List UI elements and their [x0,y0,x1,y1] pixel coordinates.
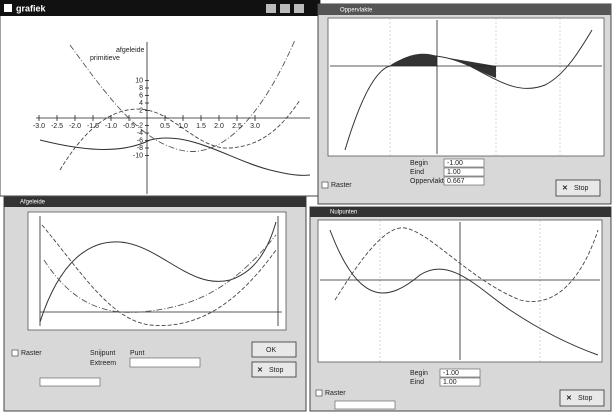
window-title: Afgeleide [20,200,46,206]
field-label: Begin [410,160,428,167]
x-tick-label: 1.5 [196,123,206,130]
button-label: OK [266,347,276,354]
x-tick-label: 2.5 [232,123,242,130]
close-button[interactable] [294,4,304,13]
zeros-window: Nulpunten Begin Eind -1.00 1.00 Raster ✕… [310,207,611,411]
field-label: Eind [410,379,424,386]
x-tick-label: -1.0 [105,123,117,130]
dropdown[interactable] [335,401,395,409]
x-tick-label: 0.5 [160,123,170,130]
y-tick-label: 6 [139,92,143,99]
stop-icon: ✕ [257,367,263,374]
stop-icon: ✕ [566,395,572,402]
x-tick-label: -0.5 [123,123,135,130]
label: Snijpunt [90,350,115,357]
area-window: Oppervlakte Begin Eind Oppervlakte -1.00… [318,4,611,204]
maximize-button[interactable] [280,4,290,13]
button-label: Stop [574,185,589,192]
field-label: Eind [410,169,424,176]
y-tick-label: -6 [137,137,143,144]
checkbox-label: Raster [325,390,346,397]
checkbox-label: Raster [331,182,352,189]
x-tick-label: -2.0 [69,123,81,130]
x-tick-label: -2.5 [51,123,63,130]
field-label: Begin [410,370,428,377]
stop-icon: ✕ [562,185,568,192]
window-title: Nulpunten [330,210,357,216]
window-icon [4,4,12,12]
x-tick-label: 1.0 [178,123,188,130]
x-tick-label: -3.0 [33,123,45,130]
window-title: Oppervlakte [340,8,373,14]
title-bar [4,197,306,207]
window-frame [0,0,320,196]
x-tick-label: 3.0 [250,123,260,130]
input[interactable] [130,358,200,367]
minimize-button[interactable] [266,4,276,13]
screen: grafiek afgeleide primitieve -3.0 -2.5 -2.… [0,0,612,415]
y-tick-label: -10 [133,152,143,159]
y-tick-label: -2 [137,122,143,129]
y-tick-label: 8 [139,85,143,92]
x-tick-label: -1.5 [87,123,99,130]
derivative-window: Afgeleide Raster Snijpunt Extreem Punt O… [4,197,306,411]
checkbox-label: Raster [21,350,42,357]
button-label: Stop [269,367,284,374]
main-window: grafiek afgeleide primitieve -3.0 -2.5 -2.… [0,0,320,196]
legend-entry: afgeleide [116,47,145,54]
y-tick-label: 10 [135,77,143,84]
dropdown[interactable] [40,378,100,386]
y-tick-label: 2 [139,107,143,114]
y-tick-label: 4 [139,100,143,107]
window-title: grafiek [16,3,47,13]
input-value: 1.00 [447,169,461,176]
label: Extreem [90,360,116,367]
button-label: Stop [578,395,593,402]
checkbox[interactable] [322,182,328,188]
field-label: Oppervlakte [410,178,448,185]
y-tick-label: -8 [137,145,143,152]
input-value: 1.00 [443,379,457,386]
legend-entry: primitieve [90,55,120,62]
y-tick-label: -4 [137,130,143,137]
input-value: -1.00 [447,160,463,167]
label: Punt [130,350,144,357]
input-value: -1.00 [443,370,459,377]
x-tick-label: 2.0 [214,123,224,130]
checkbox[interactable] [12,350,18,356]
input-value: 0.667 [447,178,465,185]
checkbox[interactable] [316,390,322,396]
